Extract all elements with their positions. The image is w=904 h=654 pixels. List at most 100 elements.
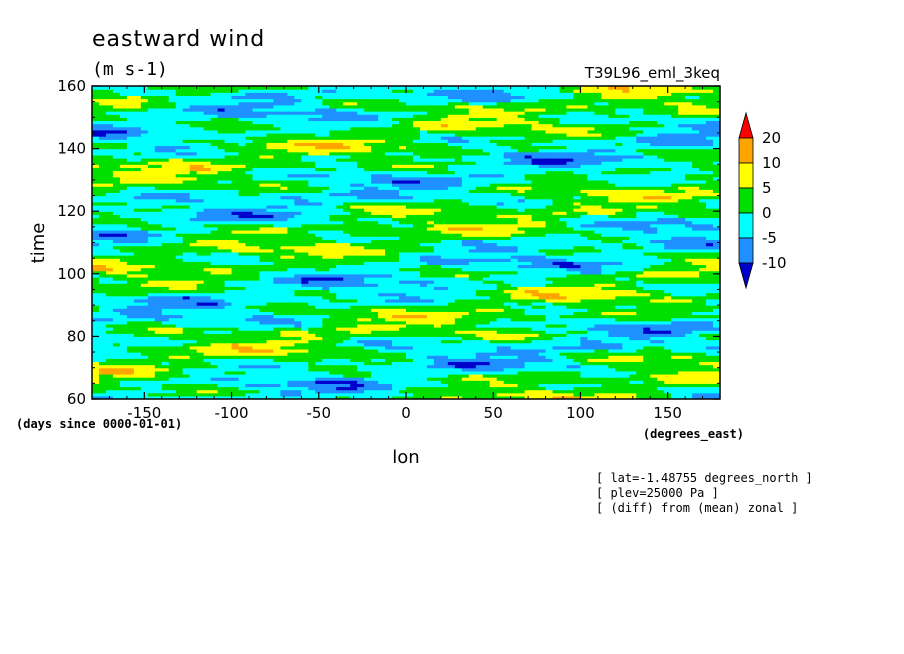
heatmap-cell — [517, 377, 526, 381]
heatmap-cell — [315, 280, 323, 284]
heatmap-cell — [126, 270, 135, 275]
heatmap-cell — [594, 323, 602, 328]
heatmap-cell — [168, 330, 177, 334]
heatmap-cell — [657, 320, 665, 325]
heatmap-cell — [175, 383, 184, 388]
heatmap-cell — [552, 276, 561, 281]
heatmap-cell — [231, 373, 240, 378]
heatmap-cell — [294, 355, 302, 359]
heatmap-cell — [147, 373, 156, 378]
heatmap-cell — [315, 223, 323, 228]
heatmap-cell — [266, 292, 275, 297]
heatmap-cell — [189, 345, 198, 350]
heatmap-cell — [489, 367, 498, 372]
heatmap-cell — [378, 308, 386, 312]
heatmap-cell — [182, 339, 191, 344]
heatmap-cell — [643, 380, 651, 384]
heatmap-cell — [112, 373, 121, 378]
heatmap-cell — [336, 348, 344, 353]
heatmap-cell — [566, 295, 575, 300]
heatmap-cell — [531, 236, 540, 240]
heatmap-cell — [385, 370, 393, 375]
heatmap-cell — [531, 364, 540, 369]
heatmap-cell — [203, 377, 212, 381]
heatmap-cell — [517, 292, 526, 297]
heatmap-cell — [161, 311, 170, 316]
heatmap-cell — [517, 348, 526, 353]
heatmap-cell — [454, 264, 463, 269]
heatmap-cell — [482, 289, 491, 294]
heatmap-cell — [489, 339, 498, 344]
heatmap-cell — [531, 383, 540, 388]
heatmap-cell — [489, 333, 498, 337]
heatmap-cell — [406, 314, 414, 319]
heatmap-cell — [699, 229, 707, 234]
heatmap-cell — [503, 336, 512, 341]
heatmap-cell — [322, 301, 330, 306]
heatmap-cell — [168, 226, 177, 231]
heatmap-cell — [713, 273, 720, 278]
heatmap-cell — [336, 377, 344, 381]
heatmap-cell — [517, 258, 526, 262]
heatmap-cell — [517, 389, 526, 394]
heatmap-cell — [580, 342, 589, 347]
heatmap-cell — [196, 389, 205, 394]
heatmap-cell — [217, 355, 226, 359]
heatmap-cell — [433, 364, 442, 369]
heatmap-cell — [343, 239, 351, 244]
heatmap-cell — [608, 261, 616, 266]
heatmap-cell — [496, 386, 505, 391]
heatmap-cell — [329, 367, 337, 372]
heatmap-cell — [350, 333, 358, 337]
heatmap-cell — [161, 333, 170, 337]
heatmap-cell — [336, 395, 344, 399]
heatmap-cell — [182, 333, 191, 337]
heatmap-cell — [273, 226, 281, 231]
heatmap-cell — [412, 242, 421, 247]
heatmap-cell — [133, 305, 142, 309]
heatmap-cell — [587, 226, 595, 231]
heatmap-cell — [636, 261, 644, 266]
heatmap-cell — [468, 386, 477, 391]
heatmap-cell — [636, 370, 644, 375]
heatmap-cell — [412, 270, 421, 275]
heatmap-cell — [343, 330, 351, 334]
heatmap-cell — [594, 361, 602, 366]
heatmap-cell — [189, 317, 198, 322]
heatmap-cell — [392, 348, 400, 353]
heatmap-cell — [210, 280, 219, 284]
heatmap-cell — [182, 364, 191, 369]
heatmap-cell — [175, 317, 184, 322]
heatmap-cell — [643, 261, 651, 266]
heatmap-cell — [636, 364, 644, 369]
heatmap-cell — [385, 367, 393, 372]
heatmap-cell — [510, 255, 519, 259]
heatmap-cell — [168, 317, 177, 322]
heatmap-cell — [650, 367, 658, 372]
heatmap-cell — [126, 292, 135, 297]
heatmap-cell — [336, 323, 344, 328]
heatmap-cell — [196, 308, 205, 312]
heatmap-cell — [580, 289, 589, 294]
heatmap-cell — [406, 392, 414, 397]
heatmap-cell — [273, 320, 281, 325]
heatmap-cell — [601, 336, 609, 341]
heatmap-cell — [426, 342, 435, 347]
heatmap-cell — [580, 383, 589, 388]
heatmap-cell — [364, 273, 372, 278]
heatmap-cell — [182, 327, 191, 331]
heatmap-cell — [692, 292, 700, 297]
heatmap-cell — [489, 273, 498, 278]
heatmap-cell — [454, 242, 463, 247]
heatmap-cell — [433, 289, 442, 294]
heatmap-cell — [105, 295, 114, 300]
heatmap-cell — [392, 273, 400, 278]
heatmap-cell — [692, 320, 700, 325]
heatmap-cell — [210, 295, 219, 300]
heatmap-cell — [336, 320, 344, 325]
heatmap-cell — [343, 311, 351, 316]
heatmap-cell — [126, 311, 135, 316]
heatmap-cell — [343, 245, 351, 250]
heatmap-cell — [112, 311, 121, 316]
heatmap-cell — [594, 264, 602, 269]
